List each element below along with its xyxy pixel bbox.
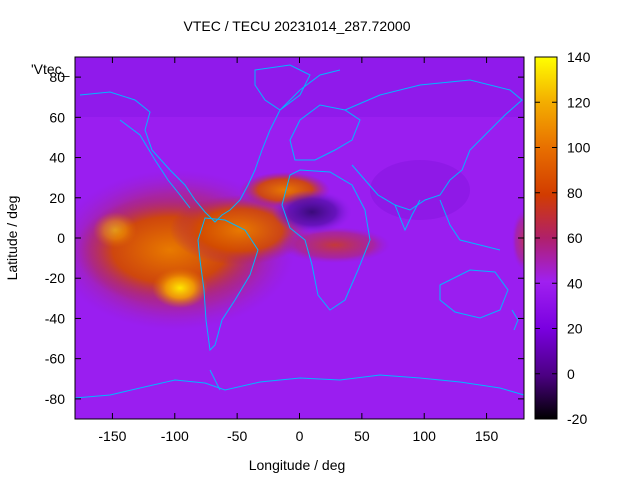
colorbar-tick-label: 40	[567, 275, 583, 291]
heat-region-peak-b	[93, 212, 137, 248]
coastlines	[75, 64, 524, 399]
heat-region-indian-low	[370, 160, 470, 220]
coastline-antarctica	[75, 374, 524, 399]
y-tick-label: -20	[45, 270, 65, 286]
x-tick-label: -50	[227, 428, 247, 444]
coastline-australia	[439, 269, 509, 319]
x-tick-label: 50	[354, 428, 370, 444]
coastline-asia	[344, 79, 523, 211]
y-tick-label: 20	[49, 190, 65, 206]
heat-region-east-edge	[512, 210, 524, 270]
heat-region-africa-band	[280, 227, 390, 263]
x-tick-label: 0	[296, 428, 304, 444]
legend-key-label: 'Vtec_	[31, 61, 70, 77]
coastline-south-america	[197, 217, 259, 352]
y-tick-label: -60	[45, 351, 65, 367]
heat-region-peak	[152, 268, 208, 308]
y-axis: -80 -60 -40 -20 0 20 40 60 80	[45, 69, 524, 407]
y-tick-label: 80	[49, 69, 65, 85]
colorbar-tick-label: 140	[567, 49, 591, 65]
y-tick-label: 0	[57, 230, 65, 246]
colorbar-tick-label: 0	[567, 366, 575, 382]
coastline-greenland	[254, 64, 311, 111]
coastline-north-america-b	[119, 119, 191, 209]
coastline-north-america	[79, 69, 341, 223]
colorbar-tick-label: 20	[567, 321, 583, 337]
coastline-africa	[281, 169, 371, 311]
y-tick-label: -80	[45, 391, 65, 407]
colorbar-tick-label: 120	[567, 94, 591, 110]
y-tick-label: 60	[49, 109, 65, 125]
coastline-antarctic-peninsula	[209, 369, 221, 391]
colorbar-tick-label: 80	[567, 185, 583, 201]
x-tick-label: 100	[413, 428, 437, 444]
coastline-new-zealand	[511, 309, 519, 331]
coastline-europe	[289, 104, 361, 161]
colorbar-tick-label: -20	[567, 411, 587, 427]
heat-region-sahara-minimum	[272, 190, 352, 234]
y-tick-label: 40	[49, 150, 65, 166]
x-axis-label: Longitude / deg	[249, 457, 346, 473]
coastline-se-asia	[439, 199, 501, 251]
y-tick-label: -40	[45, 310, 65, 326]
colorbar-tick-label: 100	[567, 140, 591, 156]
heatmap-high-lat-north	[75, 57, 524, 117]
colorbar-axis: -20 0 20 40 60 80 100 120 140	[535, 49, 591, 427]
colorbar-tick-label: 60	[567, 230, 583, 246]
x-axis: -150 -100 -50 0 50 100 150	[98, 57, 498, 444]
x-tick-label: -150	[98, 428, 126, 444]
x-tick-label: -100	[161, 428, 189, 444]
x-tick-label: 150	[475, 428, 499, 444]
y-axis-label: Latitude / deg	[4, 196, 20, 281]
coastline-india	[394, 199, 421, 232]
chart-title: VTEC / TECU 20231014_287.72000	[183, 18, 410, 34]
heatmap-area	[75, 57, 524, 419]
